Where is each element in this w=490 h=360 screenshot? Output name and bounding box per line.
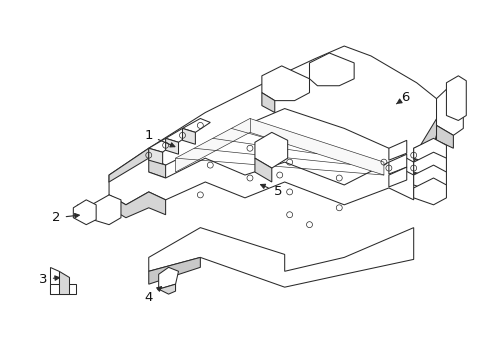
Polygon shape bbox=[175, 118, 384, 175]
Polygon shape bbox=[414, 152, 446, 178]
Polygon shape bbox=[109, 148, 166, 185]
Polygon shape bbox=[437, 83, 464, 135]
Polygon shape bbox=[389, 154, 407, 174]
Polygon shape bbox=[262, 66, 310, 100]
Polygon shape bbox=[159, 284, 175, 294]
Text: 4: 4 bbox=[145, 287, 162, 303]
Polygon shape bbox=[437, 125, 453, 148]
Polygon shape bbox=[414, 140, 432, 160]
Text: 5: 5 bbox=[261, 184, 282, 198]
Polygon shape bbox=[149, 257, 200, 284]
Polygon shape bbox=[149, 46, 439, 165]
Polygon shape bbox=[86, 195, 121, 225]
Polygon shape bbox=[149, 148, 163, 164]
Polygon shape bbox=[49, 284, 76, 294]
Polygon shape bbox=[446, 76, 466, 121]
Polygon shape bbox=[414, 154, 432, 174]
Polygon shape bbox=[255, 158, 272, 182]
Polygon shape bbox=[166, 138, 178, 154]
Polygon shape bbox=[109, 192, 166, 218]
Text: 1: 1 bbox=[145, 129, 175, 147]
Text: 2: 2 bbox=[52, 211, 79, 224]
Polygon shape bbox=[414, 116, 439, 175]
Polygon shape bbox=[389, 140, 407, 160]
Polygon shape bbox=[414, 178, 446, 205]
Polygon shape bbox=[182, 129, 196, 144]
Polygon shape bbox=[414, 138, 446, 165]
Polygon shape bbox=[149, 228, 414, 287]
Polygon shape bbox=[149, 138, 175, 152]
Polygon shape bbox=[262, 93, 275, 113]
Polygon shape bbox=[159, 267, 178, 289]
Polygon shape bbox=[166, 129, 193, 142]
Polygon shape bbox=[182, 118, 210, 132]
Polygon shape bbox=[74, 200, 96, 225]
Polygon shape bbox=[414, 165, 446, 192]
Polygon shape bbox=[255, 132, 288, 168]
Polygon shape bbox=[389, 167, 407, 187]
Text: 3: 3 bbox=[39, 273, 59, 286]
Polygon shape bbox=[109, 158, 414, 205]
Polygon shape bbox=[59, 271, 70, 294]
Polygon shape bbox=[49, 267, 59, 294]
Text: 6: 6 bbox=[396, 91, 410, 104]
Polygon shape bbox=[310, 53, 354, 86]
Polygon shape bbox=[109, 148, 149, 192]
